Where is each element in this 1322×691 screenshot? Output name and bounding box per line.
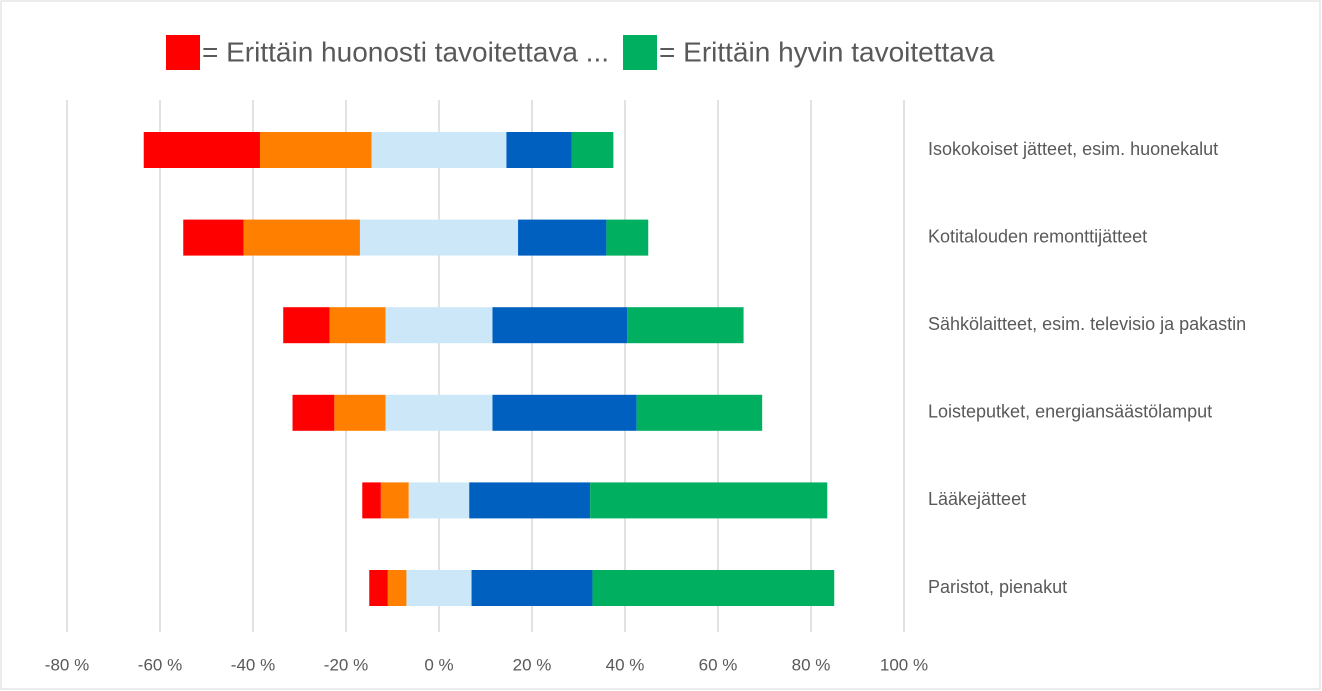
bar-segment [492, 394, 637, 431]
category-label: Lääkejätteet [928, 489, 1026, 509]
category-label: Paristot, pienakut [928, 577, 1067, 597]
bar-segment [183, 219, 244, 256]
category-label: Loisteputket, energiansäästölamput [928, 402, 1212, 422]
x-tick-label: -40 % [231, 655, 275, 674]
bar-segment [590, 482, 828, 519]
bar-segment [506, 132, 572, 168]
x-tick-label: -60 % [138, 655, 182, 674]
bar-segment [385, 307, 493, 344]
bar-segment [387, 570, 407, 606]
legend-swatch [166, 35, 200, 70]
bar-segment [334, 394, 386, 431]
bar-segment [636, 394, 763, 431]
bar-segment [143, 132, 260, 168]
x-tick-label: 80 % [792, 655, 831, 674]
x-tick-label: 0 % [424, 655, 453, 674]
bar-segment [492, 307, 628, 344]
bar-segment [408, 482, 470, 519]
bar-segment [292, 394, 335, 431]
x-tick-label: 100 % [880, 655, 928, 674]
bar-segment [606, 219, 649, 256]
bar-segment [406, 570, 472, 606]
bar-segment [359, 219, 519, 256]
category-label: Isokokoiset jätteet, esim. huonekalut [928, 139, 1218, 159]
bar-segment [518, 219, 607, 256]
legend-label: = Erittäin huonosti tavoitettava ... [202, 36, 609, 67]
x-tick-label: 40 % [606, 655, 645, 674]
bar-segment [283, 307, 330, 344]
bar-segment [471, 570, 593, 606]
bar-segment [385, 394, 493, 431]
category-label: Kotitalouden remonttijätteet [928, 226, 1147, 246]
category-label: Sähkölaitteet, esim. televisio ja pakast… [928, 314, 1246, 334]
bar-segment [571, 132, 614, 168]
x-tick-label: 60 % [699, 655, 738, 674]
bar-segment [259, 132, 372, 168]
x-tick-label: -20 % [324, 655, 368, 674]
bar-segment [371, 132, 507, 168]
bar-segment [592, 570, 835, 606]
x-tick-label: -80 % [45, 655, 89, 674]
bar-segment [329, 307, 386, 344]
bar-segment [362, 482, 381, 519]
x-tick-label: 20 % [513, 655, 552, 674]
bar-segment [380, 482, 409, 519]
bar-segment [369, 570, 388, 606]
bar-segment [243, 219, 360, 256]
legend-label: = Erittäin hyvin tavoitettava [659, 36, 995, 67]
legend-swatch [623, 35, 658, 70]
bar-segment [469, 482, 591, 519]
bar-segment [627, 307, 744, 344]
